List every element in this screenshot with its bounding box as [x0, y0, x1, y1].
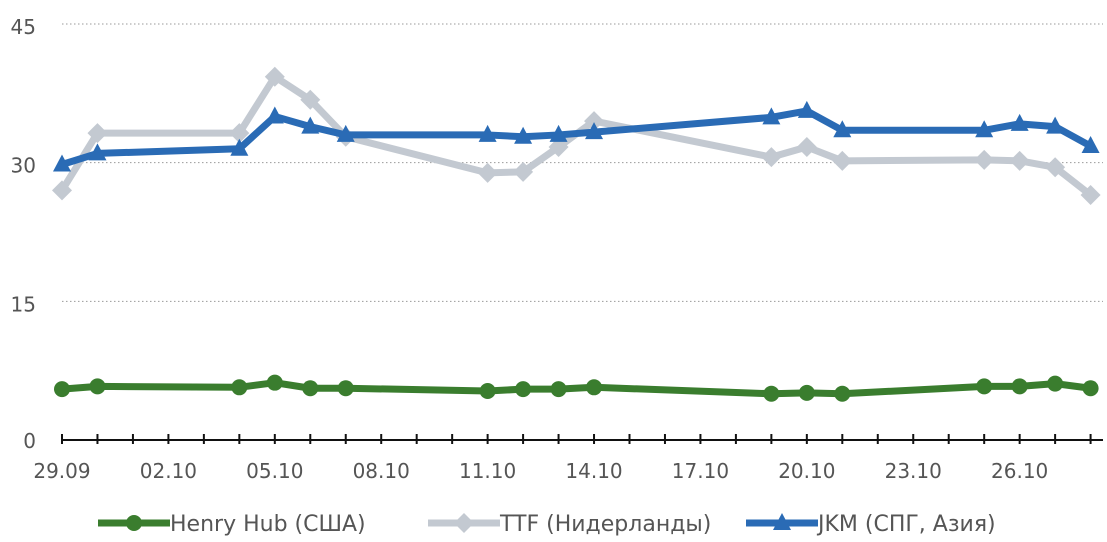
data-point	[585, 122, 604, 140]
y-tick-label: 15	[11, 292, 36, 316]
data-point	[584, 111, 605, 132]
legend: Henry Hub (США) TTF (Нидерланды) JKM (СПГ,…	[98, 512, 996, 537]
legend-item: TTF (Нидерланды)	[428, 512, 711, 537]
y-tick-label: 0	[23, 429, 36, 453]
data-point	[586, 379, 603, 396]
data-point	[88, 143, 107, 161]
data-point	[301, 116, 320, 134]
data-point	[796, 136, 817, 157]
data-point	[797, 100, 816, 118]
x-tick-label: 23.10	[885, 459, 942, 483]
data-point	[833, 120, 852, 138]
data-point	[52, 180, 72, 201]
x-tick-label: 08.10	[353, 459, 410, 483]
x-tick-label: 05.10	[246, 459, 303, 483]
y-tick-label: 45	[11, 15, 36, 39]
data-point	[1080, 185, 1101, 206]
gridlines	[62, 23, 1103, 302]
y-tick-label: 30	[11, 154, 36, 178]
legend-swatch-marker	[773, 513, 791, 530]
data-point	[548, 136, 569, 157]
data-point	[1047, 375, 1064, 392]
data-point	[1010, 113, 1029, 131]
data-point	[302, 380, 319, 397]
data-point	[479, 383, 496, 400]
legend-item: Henry Hub (США)	[98, 512, 366, 537]
data-point	[53, 154, 71, 172]
x-tick-label: 02.10	[140, 459, 197, 483]
series-ttf	[52, 66, 1101, 206]
data-point	[1011, 378, 1028, 395]
x-tick-label: 11.10	[459, 459, 516, 483]
data-point	[834, 385, 851, 402]
data-point	[976, 378, 993, 395]
x-tick-label: 20.10	[778, 459, 835, 483]
series-lines	[52, 66, 1101, 402]
legend-item: JKM (СПГ, Азия)	[746, 512, 996, 537]
data-point	[478, 124, 497, 142]
x-tick-label: 29.09	[33, 459, 90, 483]
series-henry-hub	[54, 374, 1099, 402]
data-point	[514, 126, 533, 144]
legend-swatch-marker	[454, 513, 474, 533]
data-point	[550, 381, 567, 398]
data-point	[89, 378, 106, 395]
data-point	[832, 150, 853, 171]
data-point	[264, 66, 285, 87]
data-point	[515, 381, 532, 398]
series-line	[58, 379, 1095, 398]
data-point	[549, 124, 568, 142]
data-point	[1081, 136, 1100, 154]
x-tick-label: 26.10	[991, 459, 1048, 483]
data-point	[231, 379, 248, 396]
data-point	[513, 161, 534, 182]
data-point	[798, 384, 815, 401]
data-point	[337, 380, 354, 397]
data-point	[1045, 157, 1066, 178]
legend-label: Henry Hub (США)	[170, 512, 366, 537]
data-point	[336, 124, 355, 142]
data-point	[265, 106, 284, 124]
data-point	[1046, 116, 1065, 134]
series-jkm	[53, 100, 1100, 172]
data-point	[230, 138, 249, 156]
data-point	[762, 107, 781, 125]
x-axis: 0 15 30 45 29.09 02.10 05.10 08.10 11.10 14.10 17.…	[11, 15, 1103, 483]
data-point	[266, 374, 283, 391]
x-tick-label: 17.10	[672, 459, 729, 483]
data-point	[87, 123, 108, 144]
x-tick-label: 14.10	[565, 459, 622, 483]
data-point	[1009, 150, 1030, 171]
data-point	[1082, 380, 1099, 397]
legend-label: JKM (СПГ, Азия)	[816, 512, 996, 537]
legend-label: TTF (Нидерланды)	[499, 512, 711, 537]
data-point	[763, 385, 780, 402]
data-point	[54, 381, 70, 398]
data-point	[974, 149, 995, 170]
legend-swatch-marker	[126, 515, 142, 531]
data-point	[229, 123, 250, 144]
data-point	[761, 147, 782, 168]
data-point	[975, 120, 994, 138]
data-point	[477, 162, 498, 183]
data-point	[300, 89, 321, 110]
